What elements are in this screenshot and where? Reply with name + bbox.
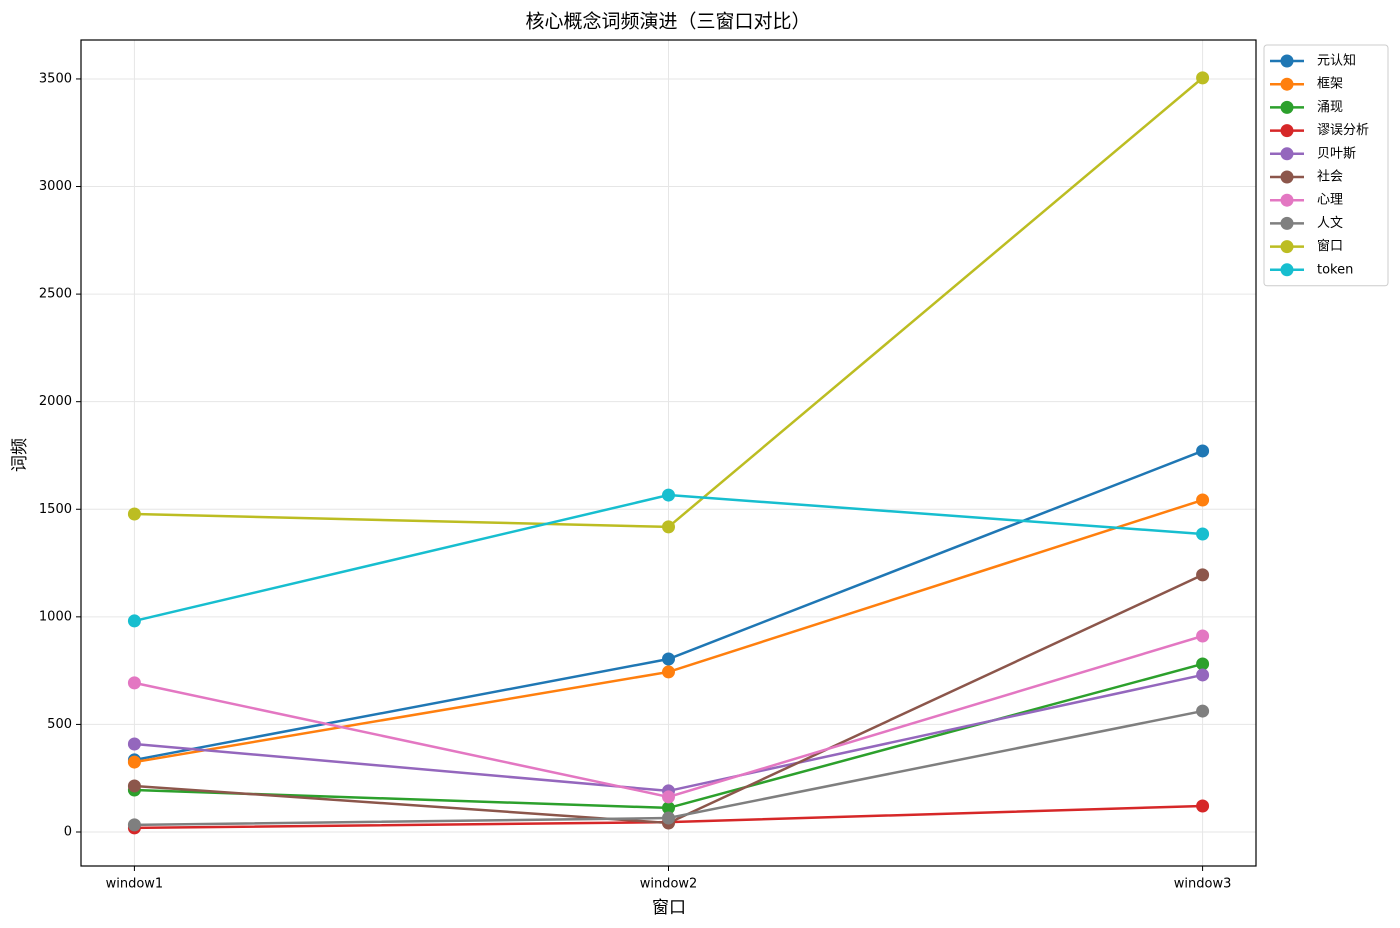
marker bbox=[662, 811, 675, 825]
marker bbox=[662, 520, 675, 534]
legend-marker bbox=[1280, 100, 1294, 114]
y-tick-label: 2000 bbox=[39, 394, 72, 409]
marker bbox=[1196, 799, 1210, 813]
marker bbox=[1196, 444, 1210, 458]
legend-label: 心理 bbox=[1317, 193, 1343, 208]
legend-label: 谬误分析 bbox=[1317, 123, 1369, 138]
marker bbox=[662, 790, 675, 804]
y-tick-label: 2500 bbox=[39, 287, 72, 302]
marker bbox=[1196, 568, 1210, 582]
marker bbox=[127, 779, 141, 793]
x-tick-label: window1 bbox=[106, 877, 164, 892]
legend-label: 人文 bbox=[1317, 216, 1343, 231]
legend-marker bbox=[1280, 54, 1294, 68]
y-tick-label: 500 bbox=[47, 717, 72, 732]
legend-marker bbox=[1280, 170, 1294, 184]
marker bbox=[662, 801, 675, 815]
marker bbox=[662, 665, 675, 679]
legend-label: 社会 bbox=[1317, 169, 1343, 185]
legend-label: 元认知 bbox=[1317, 53, 1356, 69]
legend-label: 窗口 bbox=[1317, 238, 1343, 254]
legend-marker bbox=[1280, 216, 1294, 230]
marker bbox=[662, 488, 675, 502]
marker bbox=[1196, 629, 1210, 643]
marker bbox=[1196, 71, 1210, 85]
chart-title: 核心概念词频演进（三窗口对比） bbox=[525, 10, 810, 33]
marker bbox=[127, 614, 141, 628]
plot-frame bbox=[80, 39, 1257, 867]
marker bbox=[1196, 527, 1210, 541]
marker bbox=[127, 507, 141, 521]
legend-label: 框架 bbox=[1317, 77, 1343, 92]
legend-marker bbox=[1280, 124, 1294, 138]
marker bbox=[127, 755, 141, 769]
marker bbox=[127, 676, 141, 690]
legend-marker bbox=[1280, 77, 1294, 91]
marker bbox=[1196, 493, 1210, 507]
legend-label: 涌现 bbox=[1317, 100, 1343, 115]
legend-marker bbox=[1280, 193, 1294, 207]
x-tick-label: window3 bbox=[1174, 877, 1232, 892]
marker bbox=[127, 818, 141, 832]
legend-marker bbox=[1280, 240, 1294, 254]
legend-marker bbox=[1280, 147, 1294, 161]
y-tick-label: 3500 bbox=[39, 71, 72, 86]
x-axis-label: 窗口 bbox=[652, 898, 686, 918]
marker bbox=[662, 652, 675, 666]
marker bbox=[127, 737, 141, 751]
legend-label: token bbox=[1317, 262, 1353, 277]
marker bbox=[1196, 704, 1210, 718]
x-tick-label: window2 bbox=[640, 877, 698, 892]
marker bbox=[1196, 668, 1210, 682]
y-tick-label: 1000 bbox=[39, 609, 72, 624]
legend-marker bbox=[1280, 263, 1294, 277]
y-tick-label: 0 bbox=[64, 825, 72, 840]
y-tick-label: 1500 bbox=[39, 502, 72, 517]
y-axis-label: 词频 bbox=[10, 438, 30, 472]
legend-label: 贝叶斯 bbox=[1317, 146, 1356, 161]
marker bbox=[1196, 657, 1210, 671]
y-tick-label: 3000 bbox=[39, 179, 72, 194]
legend-box bbox=[1263, 44, 1389, 287]
